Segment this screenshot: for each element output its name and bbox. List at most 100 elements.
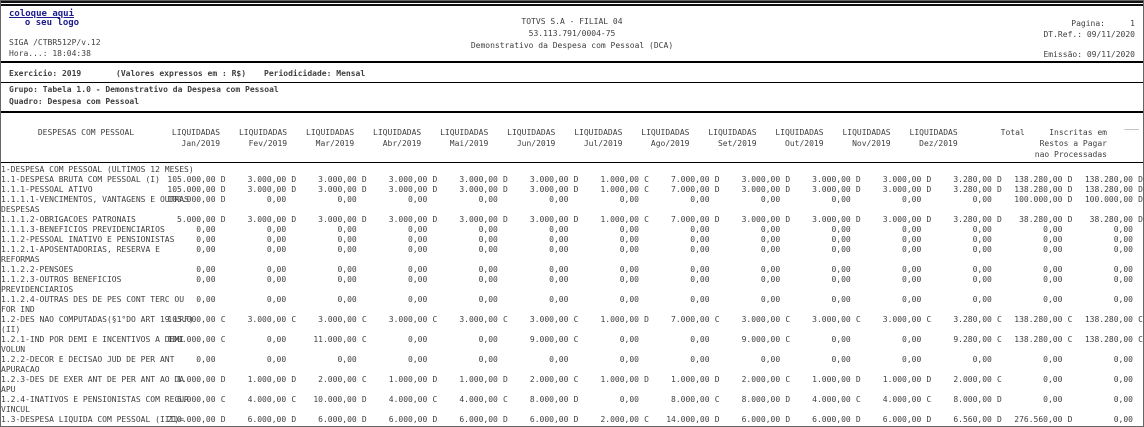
table-row: 1.2.1-IND POR DEMI E INCENTIVOS A DEMI V… [1,335,1143,355]
value-number: 0,00 [1113,415,1133,424]
value-dc-flag: D [361,395,367,404]
value-cell: 0,00 [578,235,649,245]
value-dc-flag: D [714,185,720,194]
value-cell: 4.000,00 C [367,395,438,405]
value-number: 0,00 [266,275,287,284]
value-number: 0,00 [760,195,781,204]
report-time: Hora...: 18:04:38 [9,49,91,58]
value-cell [790,165,861,175]
value-dc-flag: C [855,315,861,324]
value-number: 0,00 [266,225,287,234]
table-row: 1.1.1.1-VENCIMENTOS, VANTAGENS E OUTRAS … [1,195,1143,215]
report-title: Demonstrativo da Despesa com Pessoal (DC… [470,41,674,50]
value-cell: 8.000,00 D [931,395,1002,405]
value-number: 3.000,00 [388,315,428,324]
value-number: 0,00 [690,295,710,304]
value-number: 0,00 [337,295,357,304]
value-dc-flag: D [785,215,791,224]
value-number: 0,00 [831,355,851,364]
value-number: 6.000,00 [529,415,569,424]
value-cell: 0,00 [226,225,297,235]
value-cell: 3.000,00 D [720,175,791,185]
value-cell: 3.000,00 D [861,185,932,195]
value-number: 0,00 [619,335,639,344]
value-dc-flag: D [573,185,579,194]
value-number: 1.000,00 [812,375,851,384]
value-number: 0,00 [337,355,357,364]
value-number: 3.280,00 [953,315,992,324]
value-cell: 0,00 [790,225,861,235]
value-number: 3.000,00 [318,215,357,224]
value-dc-flag: D [573,415,579,424]
value-number: 0,00 [619,245,639,254]
value-cell: 210.000,00 D [155,415,225,425]
value-dc-flag: D [1067,215,1073,224]
value-number: 0,00 [337,245,357,254]
value-number: 0,00 [760,275,781,284]
value-number: 0,00 [549,195,569,204]
value-number: 3.000,00 [459,175,498,184]
value-cell: 0,00 [649,195,720,205]
row-label: 1.1.1.1-VENCIMENTOS, VANTAGENS E OUTRAS … [1,195,189,214]
value-number: 0,00 [760,265,781,274]
value-cell [437,165,508,175]
value-cell: 100.000,00 C [155,335,225,345]
value-cell: 0,00 [508,355,579,365]
value-number: 0,00 [266,245,287,254]
liquidadas-label: LIQUIDADAS [909,128,958,137]
table-row: 1.1.1.3-BENEFICIOS PREVIDENCIARIOS 0,00 0,… [1,225,1143,235]
month-column-header: LIQUIDADAS Fev/2019 [230,127,297,160]
value-dc-flag: C [644,185,649,194]
value-number: 138.280,00 [1014,185,1063,194]
value-number: 0,00 [1043,395,1063,404]
company-cnpj: 53.113.791/0004-75 [528,29,616,38]
value-cell: 0,00 [296,235,367,245]
value-dc-flag: D [432,175,438,184]
liquidadas-label: LIQUIDADAS [507,128,556,137]
section-rule [1,111,1143,113]
value-dc-flag: C [291,395,297,404]
header-rule [1,61,1143,63]
value-cell: 0,00 [1002,375,1073,385]
row-label: 1.2.3-DES DE EXER ANT DE PER ANT AO DA A… [1,375,185,394]
value-number: 0,00 [831,195,851,204]
value-cell: 0,00 [155,245,226,255]
value-number: 3.000,00 [247,315,287,324]
month-label: Jun/2019 [516,139,556,148]
value-number: 3.000,00 [388,185,428,194]
value-dc-flag: C [997,375,1002,384]
value-cell: 0,00 [155,275,226,285]
value-number: 0,00 [478,225,498,234]
table-row: 1-DESPESA COM PESSOAL (ULTIMOS 12 MESES) [1,165,1143,175]
value-dc-flag: D [926,175,932,184]
value-number: 4.000,00 [882,395,922,404]
value-number: 0,00 [619,275,639,284]
value-number: 0,00 [549,235,569,244]
value-cell: 0,00 [861,355,932,365]
value-cell: 100.000,00 D [155,195,225,205]
value-cell: 0,00 [1072,275,1143,285]
liquidadas-label: LIQUIDADAS [775,128,824,137]
value-cell: 0,00 [578,225,649,235]
periodicidade-label: Periodicidade: Mensal [264,69,366,78]
value-cell: 0,00 [296,245,367,255]
value-cell: 6.000,00 D [861,415,932,425]
value-dc-flag: D [220,185,226,194]
total-column-header: Total [1000,128,1025,137]
value-number: 0,00 [337,225,357,234]
value-cell: 38.280,00 D [1002,215,1073,225]
value-number: 3.000,00 [247,185,287,194]
value-dc-flag: C [926,315,932,324]
value-cell: 1.000,00 D [649,375,720,385]
month-column-header: LIQUIDADAS Ago/2019 [632,127,699,160]
value-number: 0,00 [690,355,710,364]
value-cell: 3.000,00 D [720,215,791,225]
row-label: 1-DESPESA COM PESSOAL (ULTIMOS 12 MESES) [1,165,194,174]
value-number: 2.000,00 [318,375,357,384]
value-cell: 0,00 [296,265,367,275]
month-column-header: LIQUIDADAS Jun/2019 [498,127,565,160]
value-number: 0,00 [972,295,992,304]
value-dc-flag: C [714,395,720,404]
value-number: 0,00 [831,235,851,244]
value-dc-flag: C [220,395,226,404]
